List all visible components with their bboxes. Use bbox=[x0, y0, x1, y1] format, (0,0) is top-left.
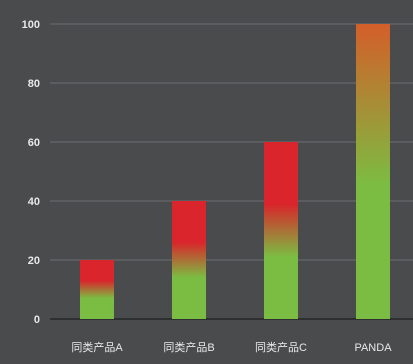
y-tick-label: 40 bbox=[28, 196, 40, 208]
x-tick-label: 同类产品B bbox=[163, 340, 214, 354]
y-tick-label: 60 bbox=[28, 137, 40, 149]
x-tick-label: 同类产品C bbox=[255, 340, 307, 354]
y-axis: 0 20 40 60 80 100 bbox=[22, 19, 40, 326]
bar-3 bbox=[264, 142, 298, 319]
bar-4 bbox=[356, 24, 390, 319]
x-tick-label: PANDA bbox=[354, 342, 392, 354]
y-tick-label: 0 bbox=[34, 314, 40, 326]
bar-1 bbox=[80, 260, 114, 319]
y-tick-label: 20 bbox=[28, 255, 40, 267]
bars bbox=[80, 24, 390, 319]
y-tick-label: 100 bbox=[22, 19, 40, 31]
bar-2 bbox=[172, 201, 206, 319]
x-axis: 同类产品A 同类产品B 同类产品C PANDA bbox=[71, 340, 392, 354]
x-tick-label: 同类产品A bbox=[71, 340, 123, 354]
y-tick-label: 80 bbox=[28, 78, 40, 90]
